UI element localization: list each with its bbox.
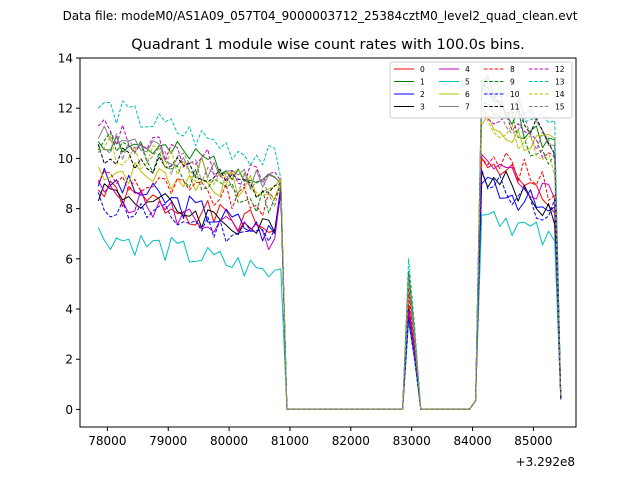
legend-label-7: 7 [465, 103, 470, 112]
legend-label-0: 0 [420, 65, 425, 74]
x-tick-label: 80000 [210, 434, 248, 448]
series-line-10 [97, 168, 562, 410]
chart-title: Quadrant 1 module wise count rates with … [131, 37, 525, 53]
axes-frame [79, 57, 577, 428]
y-tick-label: 14 [58, 52, 73, 66]
x-axis: 78000 79000 80000 81000 82000 83000 84000 85000 [88, 427, 552, 448]
y-tick-label: 12 [58, 102, 73, 116]
legend-label-15: 15 [555, 103, 565, 112]
figure-suptitle: Data file: modeM0/AS1A09_057T04_90000037… [63, 9, 578, 23]
legend-label-3: 3 [420, 103, 425, 112]
legend-label-5: 5 [465, 78, 470, 87]
legend-label-8: 8 [510, 65, 515, 74]
legend-label-4: 4 [465, 65, 470, 74]
x-tick-label: 83000 [393, 434, 431, 448]
legend-label-14: 14 [555, 90, 565, 99]
y-tick-label: 0 [65, 403, 73, 417]
y-tick-label: 10 [58, 152, 73, 166]
legend-label-6: 6 [465, 90, 470, 99]
y-tick-label: 6 [65, 252, 73, 266]
x-tick-label: 79000 [149, 434, 187, 448]
x-tick-label: 82000 [332, 434, 370, 448]
y-tick-label: 4 [65, 303, 73, 317]
legend-label-9: 9 [510, 78, 515, 87]
legend-label-2: 2 [420, 90, 425, 99]
x-tick-label: 85000 [514, 434, 552, 448]
y-axis: 0 2 4 6 8 10 12 14 [58, 52, 80, 417]
x-tick-label: 84000 [453, 434, 491, 448]
legend-label-12: 12 [555, 65, 565, 74]
legend-label-10: 10 [510, 90, 520, 99]
series-line-15 [98, 105, 562, 410]
legend-frame [389, 61, 573, 119]
x-tick-label: 81000 [271, 434, 309, 448]
series-line-13 [97, 75, 562, 410]
legend-label-11: 11 [510, 103, 520, 112]
y-tick-label: 2 [65, 353, 73, 367]
x-tick-label: 78000 [88, 434, 126, 448]
legend-label-13: 13 [555, 78, 565, 87]
x-offset-label: +3.292e8 [516, 455, 575, 469]
y-tick-label: 8 [65, 202, 73, 216]
legend-label-1: 1 [420, 78, 425, 87]
